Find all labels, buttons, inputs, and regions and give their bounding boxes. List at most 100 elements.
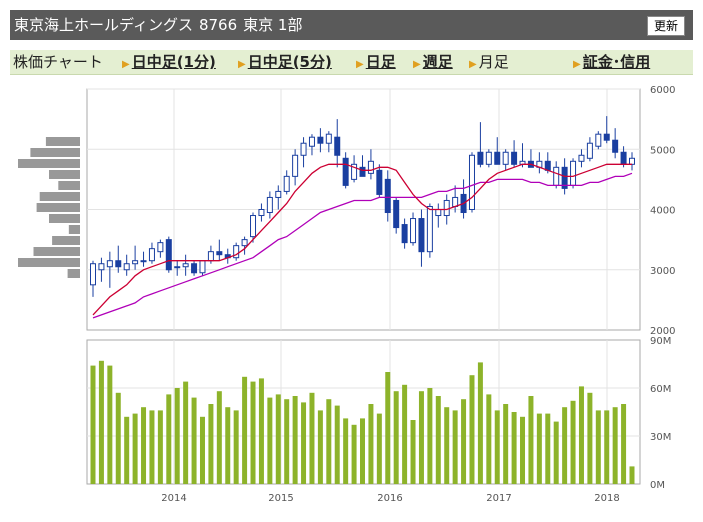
volume-profile-bar bbox=[52, 236, 80, 245]
volume-bar bbox=[360, 418, 365, 484]
tab-weekly[interactable]: ▶ 週足 bbox=[413, 53, 453, 74]
candle-body bbox=[115, 260, 122, 268]
candle-body bbox=[452, 196, 459, 207]
tab-weekly-label: 週足 bbox=[422, 53, 453, 71]
volume-bar bbox=[562, 407, 568, 484]
candle-body bbox=[393, 199, 400, 229]
volume-bar bbox=[334, 405, 340, 484]
volume-profile-bar bbox=[33, 247, 80, 256]
candle-body bbox=[199, 260, 206, 274]
volume-profile-bar bbox=[18, 258, 80, 267]
x-tick-label: 2018 bbox=[594, 493, 619, 504]
candle-body bbox=[485, 151, 492, 165]
volume-profile-bar bbox=[18, 159, 80, 168]
price-y-tick-label: 4000 bbox=[650, 206, 675, 217]
candle-body bbox=[266, 196, 273, 214]
candle-body bbox=[123, 263, 130, 271]
volume-profile-bar bbox=[36, 203, 80, 212]
candle-body bbox=[570, 160, 577, 186]
volume-bar bbox=[267, 397, 273, 484]
candle-body bbox=[443, 199, 450, 217]
volume-bar bbox=[402, 384, 408, 484]
price-y-tick-label: 6000 bbox=[650, 85, 675, 96]
volume-profile-bar bbox=[49, 170, 80, 179]
refresh-button[interactable]: 更新 bbox=[646, 16, 685, 36]
candle-body bbox=[182, 263, 189, 268]
candle-body bbox=[418, 218, 425, 253]
volume-bar bbox=[461, 399, 467, 484]
candle-body bbox=[502, 151, 509, 165]
tab-intraday-1min[interactable]: ▶ 日中足(1分) bbox=[122, 53, 216, 74]
volume-y-tick-label: 90M bbox=[650, 336, 671, 347]
volume-bar bbox=[326, 399, 332, 484]
volume-bar bbox=[427, 388, 433, 484]
volume-bar bbox=[115, 392, 121, 484]
market-name: 東京 1部 bbox=[243, 16, 303, 34]
price-y-tick-label: 3000 bbox=[650, 266, 675, 277]
candle-body bbox=[283, 175, 290, 192]
volume-bar bbox=[141, 407, 147, 484]
company-name: 東京海上ホールディングス bbox=[14, 16, 193, 34]
volume-bar bbox=[494, 410, 500, 484]
candle-body bbox=[207, 251, 214, 262]
candle-body bbox=[629, 157, 635, 165]
volume-profile-bar bbox=[68, 225, 80, 234]
volume-bar bbox=[376, 413, 382, 484]
candle-body bbox=[317, 136, 324, 144]
tab-intraday-1min-label: 日中足(1分) bbox=[131, 53, 216, 71]
volume-profile-bar bbox=[67, 269, 80, 278]
arrow-right-icon: ▶ bbox=[238, 59, 246, 70]
volume-bar bbox=[621, 404, 627, 484]
tab-monthly: ▶ 月足 bbox=[469, 53, 509, 74]
candle-body bbox=[342, 157, 349, 186]
tab-margin[interactable]: ▶ 証金･信用 bbox=[573, 53, 650, 74]
volume-bar bbox=[587, 392, 593, 484]
volume-profile-bar bbox=[39, 192, 80, 201]
volume-bar bbox=[132, 413, 138, 484]
tab-daily[interactable]: ▶ 日足 bbox=[356, 53, 396, 74]
candle-body bbox=[511, 151, 518, 165]
volume-bar bbox=[183, 381, 189, 484]
volume-bar bbox=[191, 397, 197, 484]
stock-title: 東京海上ホールディングス 8766 東京 1部 bbox=[14, 16, 308, 34]
volume-profile-bar bbox=[45, 137, 80, 146]
header-bar: 東京海上ホールディングス 8766 東京 1部 更新 bbox=[10, 10, 693, 40]
candle-body bbox=[468, 154, 475, 210]
candle-body bbox=[401, 224, 408, 244]
volume-bar bbox=[124, 416, 130, 484]
tab-margin-label: 証金･信用 bbox=[582, 53, 651, 71]
volume-y-tick-label: 30M bbox=[650, 432, 671, 443]
volume-bar bbox=[393, 391, 399, 484]
candle-body bbox=[325, 133, 332, 144]
arrow-right-icon: ▶ bbox=[356, 59, 364, 70]
candle-body bbox=[351, 163, 358, 180]
tab-monthly-label: 月足 bbox=[478, 53, 509, 71]
arrow-right-icon: ▶ bbox=[469, 59, 477, 70]
volume-bar bbox=[368, 404, 374, 484]
candle-body bbox=[477, 151, 484, 165]
candle-body bbox=[561, 166, 568, 189]
candle-body bbox=[376, 169, 383, 195]
tab-intraday-5min-label: 日中足(5分) bbox=[247, 53, 332, 71]
volume-bar bbox=[545, 413, 551, 484]
volume-bar bbox=[410, 420, 416, 484]
volume-bar bbox=[343, 418, 349, 484]
moving-average-short-line bbox=[92, 163, 632, 316]
candle-body bbox=[148, 248, 155, 262]
volume-bar bbox=[486, 394, 492, 484]
volume-bar bbox=[612, 407, 618, 484]
volume-profile-bar bbox=[30, 148, 80, 157]
candle-body bbox=[578, 154, 585, 162]
candle-body bbox=[367, 160, 374, 174]
price-y-tick-label: 2000 bbox=[650, 326, 675, 337]
candle-body bbox=[98, 263, 105, 271]
candle-body bbox=[620, 151, 627, 165]
chart-tabs: 株価チャート ▶ 日中足(1分) ▶ 日中足(5分) ▶ 日足 ▶ 週足 ▶ 月足 ▶ 証金… bbox=[10, 50, 693, 75]
candle-body bbox=[216, 251, 223, 256]
volume-bar bbox=[604, 410, 610, 484]
tab-intraday-5min[interactable]: ▶ 日中足(5分) bbox=[238, 53, 332, 74]
volume-bar bbox=[385, 372, 391, 484]
candle-body bbox=[233, 245, 240, 259]
volume-bar bbox=[275, 394, 281, 484]
candle-body bbox=[595, 133, 602, 147]
